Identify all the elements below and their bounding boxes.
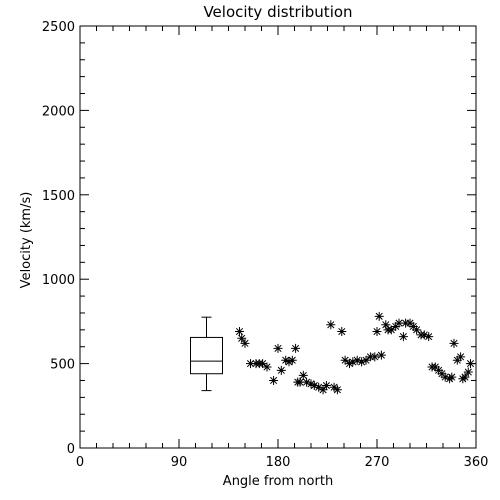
data-point	[284, 357, 294, 367]
data-point	[302, 377, 312, 387]
data-point	[329, 382, 339, 392]
data-point	[357, 357, 367, 367]
data-point	[340, 355, 350, 365]
data-point	[276, 365, 286, 375]
x-axis-label: Angle from north	[223, 474, 333, 489]
data-point	[309, 381, 319, 391]
plot-area: 0 90 180 270 360 0 500 1000 1500 2000 2500	[42, 20, 489, 470]
x-tick-label: 360	[464, 455, 489, 470]
data-point	[440, 372, 450, 382]
data-point	[321, 381, 331, 391]
data-point	[306, 379, 316, 389]
data-point	[361, 355, 371, 365]
data-point	[372, 327, 382, 337]
data-point	[246, 359, 255, 369]
data-point	[258, 359, 268, 369]
x-tick-label: 90	[171, 455, 188, 470]
data-point	[374, 311, 384, 321]
y-tick-label: 0	[67, 442, 75, 457]
data-point	[449, 338, 459, 348]
data-point	[352, 355, 362, 365]
data-point	[466, 359, 475, 369]
boxplot-box	[190, 336, 223, 375]
data-point	[235, 327, 244, 337]
data-point	[337, 327, 347, 337]
data-point	[318, 385, 328, 395]
data-point	[314, 382, 324, 392]
data-point	[273, 343, 283, 353]
y-tick-label: 1500	[42, 189, 75, 204]
data-point	[447, 372, 457, 382]
data-point	[460, 372, 470, 382]
data-point	[332, 385, 342, 395]
data-point	[287, 355, 297, 365]
y-axis-label: Velocity (km/s)	[19, 192, 34, 289]
data-point	[281, 355, 291, 365]
data-point	[391, 321, 401, 331]
data-point	[348, 357, 358, 367]
data-point	[424, 332, 434, 342]
x-tick-label: 0	[76, 455, 84, 470]
data-point	[434, 365, 444, 375]
y-tick-label: 1000	[42, 273, 75, 288]
data-point	[269, 375, 279, 385]
data-point	[381, 320, 391, 330]
data-point	[405, 318, 415, 328]
data-point	[345, 359, 354, 369]
data-point	[463, 367, 473, 377]
plot-frame	[79, 25, 477, 449]
x-tick-label: 270	[365, 455, 390, 470]
y-tick-label: 500	[50, 358, 75, 373]
data-point	[376, 350, 386, 360]
data-point	[394, 318, 404, 328]
y-tick-label: 2500	[42, 20, 75, 35]
x-tick-label: 180	[266, 455, 291, 470]
data-point	[370, 352, 380, 362]
data-point	[398, 332, 408, 342]
data-point	[291, 343, 301, 353]
data-point	[456, 352, 466, 362]
data-point	[326, 320, 336, 330]
data-point	[298, 370, 308, 380]
data-point	[237, 333, 247, 343]
data-point	[408, 321, 418, 331]
data-point	[262, 362, 272, 372]
data-point	[295, 377, 305, 387]
data-point	[437, 369, 447, 379]
data-point	[452, 355, 462, 365]
data-point	[419, 330, 429, 340]
y-tick-label: 2000	[42, 104, 75, 119]
data-point	[412, 325, 422, 335]
chart-title: Velocity distribution	[203, 3, 352, 21]
data-point	[430, 362, 440, 372]
data-point	[386, 325, 396, 335]
data-point	[240, 338, 250, 348]
